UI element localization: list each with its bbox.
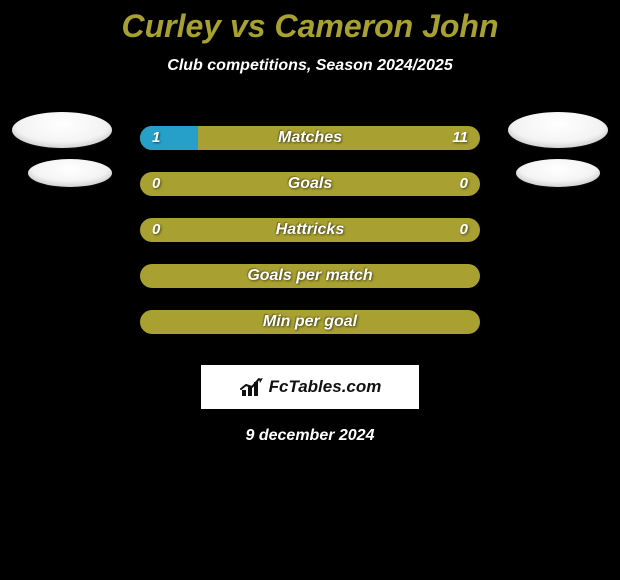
subtitle: Club competitions, Season 2024/2025 [0,57,620,75]
stats-area: 111Matches00Goals00HattricksGoals per ma… [0,115,620,345]
logo-text: FcTables.com [269,377,382,397]
player-avatar-right-small [516,159,600,187]
stat-label: Hattricks [140,218,480,242]
stat-row: 0 0Hattricks [0,207,620,253]
page-title: Curley vs Cameron John [0,0,620,45]
stat-bar: 111Matches [140,126,480,150]
stat-value-right: 11 [452,126,468,150]
date-label: 9 december 2024 [0,427,620,445]
stat-bar: Goals per match [140,264,480,288]
stat-bar: 0 0Goals [140,172,480,196]
stat-value-right: 0 [460,218,468,242]
stat-row: 111Matches [0,115,620,161]
logo-box: FcTables.com [201,365,419,409]
stat-row: 0 0Goals [0,161,620,207]
stat-label: Goals [140,172,480,196]
stat-row: Min per goal [0,299,620,345]
stat-label: Goals per match [140,264,480,288]
stat-label: Min per goal [140,310,480,334]
stat-value-left: 0 [152,172,160,196]
stat-bar: Min per goal [140,310,480,334]
player-avatar-left [12,112,112,148]
stat-bar: 0 0Hattricks [140,218,480,242]
stat-value-right: 0 [460,172,468,196]
stat-bar-fill-left [140,126,198,150]
player-avatar-left-small [28,159,112,187]
stat-row: Goals per match [0,253,620,299]
player-avatar-right [508,112,608,148]
stat-value-left: 0 [152,218,160,242]
fctables-chart-icon [239,376,265,398]
